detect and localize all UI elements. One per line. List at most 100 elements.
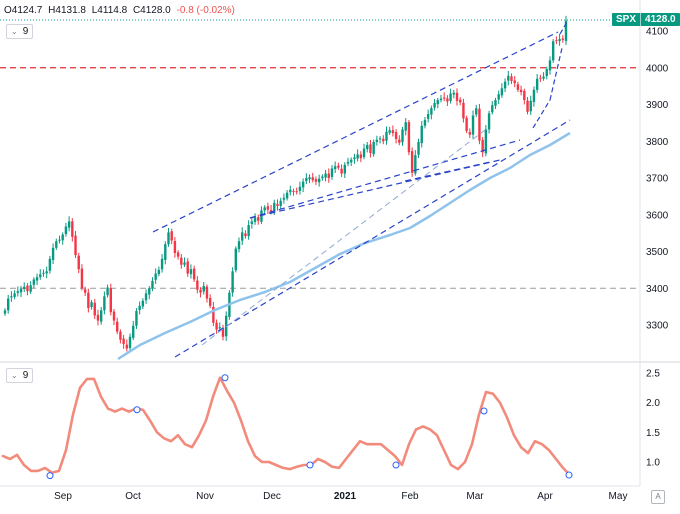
time-tick-label: Nov [196,491,214,502]
chevron-down-icon[interactable]: ⌄ [11,27,18,36]
candle-body [455,92,459,101]
candle-body [548,60,552,71]
candle-body [324,173,327,178]
candle-body [330,168,334,177]
candle-body [337,165,340,168]
candle-body [343,164,347,174]
candle-body [67,221,71,228]
time-tick-label: May [609,491,628,502]
candle-body [26,285,29,292]
candle-body [305,178,308,182]
candle-body [346,161,350,164]
price-tick-label: 3600 [646,210,669,221]
candle-body [446,98,449,102]
candle-body [247,225,250,237]
oscillator-marker [565,471,573,479]
candle-body [144,293,148,301]
candle-body [173,241,177,253]
osc-tick-label: 1.5 [646,428,660,439]
oscillator-marker [133,406,141,414]
candle-body [564,20,568,41]
candle-body [452,92,455,95]
candle-body [526,100,529,112]
candle-body [375,139,379,142]
candle-body [138,305,141,310]
candle-body [311,177,314,181]
time-tick-label: Sep [54,491,72,502]
candle-body [430,108,433,115]
candle-body [314,179,318,182]
candle-body [353,157,356,160]
candle-body [465,117,468,131]
candle-body [148,288,151,295]
candle-body [558,39,561,42]
candle-body [141,300,145,307]
price-pane-legend[interactable]: ⌄ 9 [6,24,34,39]
candle-body [449,93,452,102]
breakout-leg-2 [549,47,563,101]
time-tick-label: Mar [466,491,484,502]
osc-tick-label: 1.0 [646,458,660,469]
candle-body [439,98,443,101]
candle-body [135,311,138,326]
time-tick-label: Dec [263,491,281,502]
candle-body [391,130,395,134]
candle-body [487,113,491,130]
candle-body [503,81,507,89]
wedge-base-trendline [404,161,491,182]
candle-body [417,141,420,155]
candle-body [205,286,209,299]
candle-body [237,241,241,250]
candle-body [471,115,475,135]
candle-body [481,139,484,153]
candle-body [109,288,112,313]
candle-body [231,271,234,293]
osc-pane-legend[interactable]: ⌄ 9 [6,368,34,383]
symbol-label: SPX [612,13,642,26]
candle-body [51,247,55,260]
candle-body [116,321,119,332]
last-price-label: 4128.0 [645,14,676,25]
osc-pane-legend-value: 9 [22,370,29,381]
candle-body [308,177,311,180]
candle-body [154,273,157,280]
candle-body [250,221,254,224]
price-tick-label: 3900 [646,100,669,111]
candle-body [321,176,324,179]
candle-body [423,119,427,126]
candle-body [253,217,257,222]
time-tick-label: 2021 [334,491,357,502]
candle-body [58,239,61,241]
oscillator-marker [221,374,229,382]
candle-body [48,258,52,271]
candle-body [532,89,536,102]
osc-tick-label: 2.0 [646,398,660,409]
candle-body [125,344,129,349]
candle-body [542,76,545,79]
chevron-down-icon[interactable]: ⌄ [11,371,18,380]
candle-body [285,192,289,199]
price-tick-label: 4000 [646,63,669,74]
change-value: -0.8 (-0.02%) [176,5,235,16]
candle-body [176,252,180,257]
candle-body [39,274,42,278]
candle-body [369,144,372,154]
candle-body [221,327,225,337]
breakout-leg-3 [559,21,568,35]
candle-body [23,286,26,289]
candle-body [83,289,87,293]
auto-scale-icon[interactable]: A [651,490,665,504]
oscillator-marker [306,461,314,469]
candle-body [500,88,504,96]
candle-body [77,255,80,270]
time-tick-label: Apr [537,491,553,502]
candle-body [3,310,7,314]
candle-body [212,306,215,323]
candle-body [359,154,363,159]
candle-body [516,84,520,90]
oscillator-marker [46,472,54,480]
price-tick-label: 3500 [646,247,669,258]
candle-body [388,130,391,133]
candle-body [260,210,263,222]
